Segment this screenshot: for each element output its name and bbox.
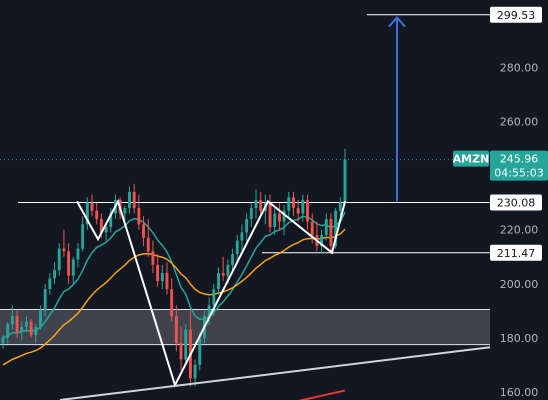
candle-body: [142, 224, 146, 238]
candle-body: [123, 208, 127, 214]
candle-body: [137, 208, 141, 225]
last-price-box: [490, 150, 548, 181]
candle-body: [24, 321, 28, 328]
last-price-label: 245.96: [500, 153, 539, 166]
candle-body: [128, 191, 131, 209]
candle-body: [81, 224, 85, 249]
candle-body: [320, 235, 324, 246]
support-price-label: 211.47: [497, 247, 536, 260]
candle-body: [179, 343, 183, 360]
candle-body: [231, 254, 235, 265]
candle-body: [217, 272, 220, 290]
candle-body: [240, 232, 244, 241]
candle-body: [85, 202, 89, 225]
candle-body: [156, 264, 160, 282]
candle-body: [67, 251, 71, 276]
countdown-label: 04:55:03: [494, 167, 543, 180]
y-axis-tick-label: 180.00: [500, 332, 539, 345]
candle-body: [15, 316, 19, 333]
candle-body: [109, 213, 113, 228]
candle-body: [212, 289, 216, 306]
demand-zone: [0, 309, 490, 345]
candle-body: [221, 272, 225, 276]
target-price-label-box: [490, 6, 542, 23]
candle-body: [170, 289, 174, 317]
neckline-price-label-box: [490, 194, 542, 211]
symbol-label: AMZN: [453, 153, 490, 166]
candle-body: [334, 210, 338, 246]
y-axis-tick-label: 200.00: [500, 278, 539, 291]
candle-body: [53, 270, 56, 279]
candle-body: [20, 327, 24, 333]
candle-body: [71, 259, 75, 276]
candle-body: [226, 264, 230, 276]
support-price-label-box: [490, 244, 542, 261]
y-axis-tick-label: 220.00: [500, 224, 539, 237]
candle-body: [324, 218, 328, 236]
red-trendline[interactable]: [260, 389, 346, 400]
candle-body: [57, 248, 61, 271]
candle-body: [10, 316, 14, 325]
target-price-label: 299.53: [497, 9, 536, 22]
candle-body: [43, 289, 47, 311]
candle-body: [39, 310, 42, 328]
rising-trendline[interactable]: [59, 346, 491, 400]
candle-body: [273, 213, 277, 228]
candle-body: [104, 227, 108, 233]
candle-body: [343, 159, 347, 203]
candle-body: [310, 221, 314, 236]
target-arrow-head: [388, 16, 406, 28]
candle-body: [132, 191, 136, 209]
candle-body: [306, 200, 309, 222]
y-axis-tick-label: 160.00: [500, 386, 539, 399]
ema-fast-line: [2, 211, 346, 339]
candle-body: [296, 208, 300, 214]
candle-body: [287, 197, 291, 211]
candle-body: [90, 202, 94, 211]
candle-body: [76, 248, 80, 260]
ema-slow-line: [2, 228, 346, 366]
candle-body: [48, 278, 52, 290]
candle-body: [282, 210, 286, 222]
neckline-price-label: 230.08: [497, 196, 536, 209]
candle-body: [207, 305, 211, 317]
candle-body: [174, 316, 178, 344]
candle-body: [235, 240, 239, 255]
candle-body: [198, 337, 202, 365]
candle-body: [277, 213, 281, 222]
candle-body: [165, 272, 169, 290]
candle-body: [254, 200, 258, 209]
symbol-tag[interactable]: [453, 150, 489, 167]
candle-body: [99, 218, 103, 233]
candle-body: [249, 208, 253, 219]
candle-body: [329, 218, 333, 246]
candle-body: [95, 210, 99, 219]
y-axis-tick-label: 280.00: [500, 62, 539, 75]
candle-body: [1, 337, 5, 344]
candle-body: [259, 200, 263, 211]
candle-body: [245, 218, 249, 233]
candle-body: [292, 197, 295, 209]
candle-body: [160, 272, 164, 282]
candle-body: [151, 251, 155, 265]
candle-body: [29, 321, 33, 336]
candle-body: [62, 248, 66, 252]
candle-body: [193, 364, 197, 379]
y-axis-tick-label: 260.00: [500, 116, 539, 129]
candle-body: [184, 329, 188, 360]
candle-body: [146, 237, 150, 252]
candle-body: [301, 200, 305, 214]
candle-body: [268, 202, 272, 228]
candle-body: [6, 324, 10, 338]
candle-body: [338, 202, 342, 211]
candle-body: [34, 327, 38, 336]
